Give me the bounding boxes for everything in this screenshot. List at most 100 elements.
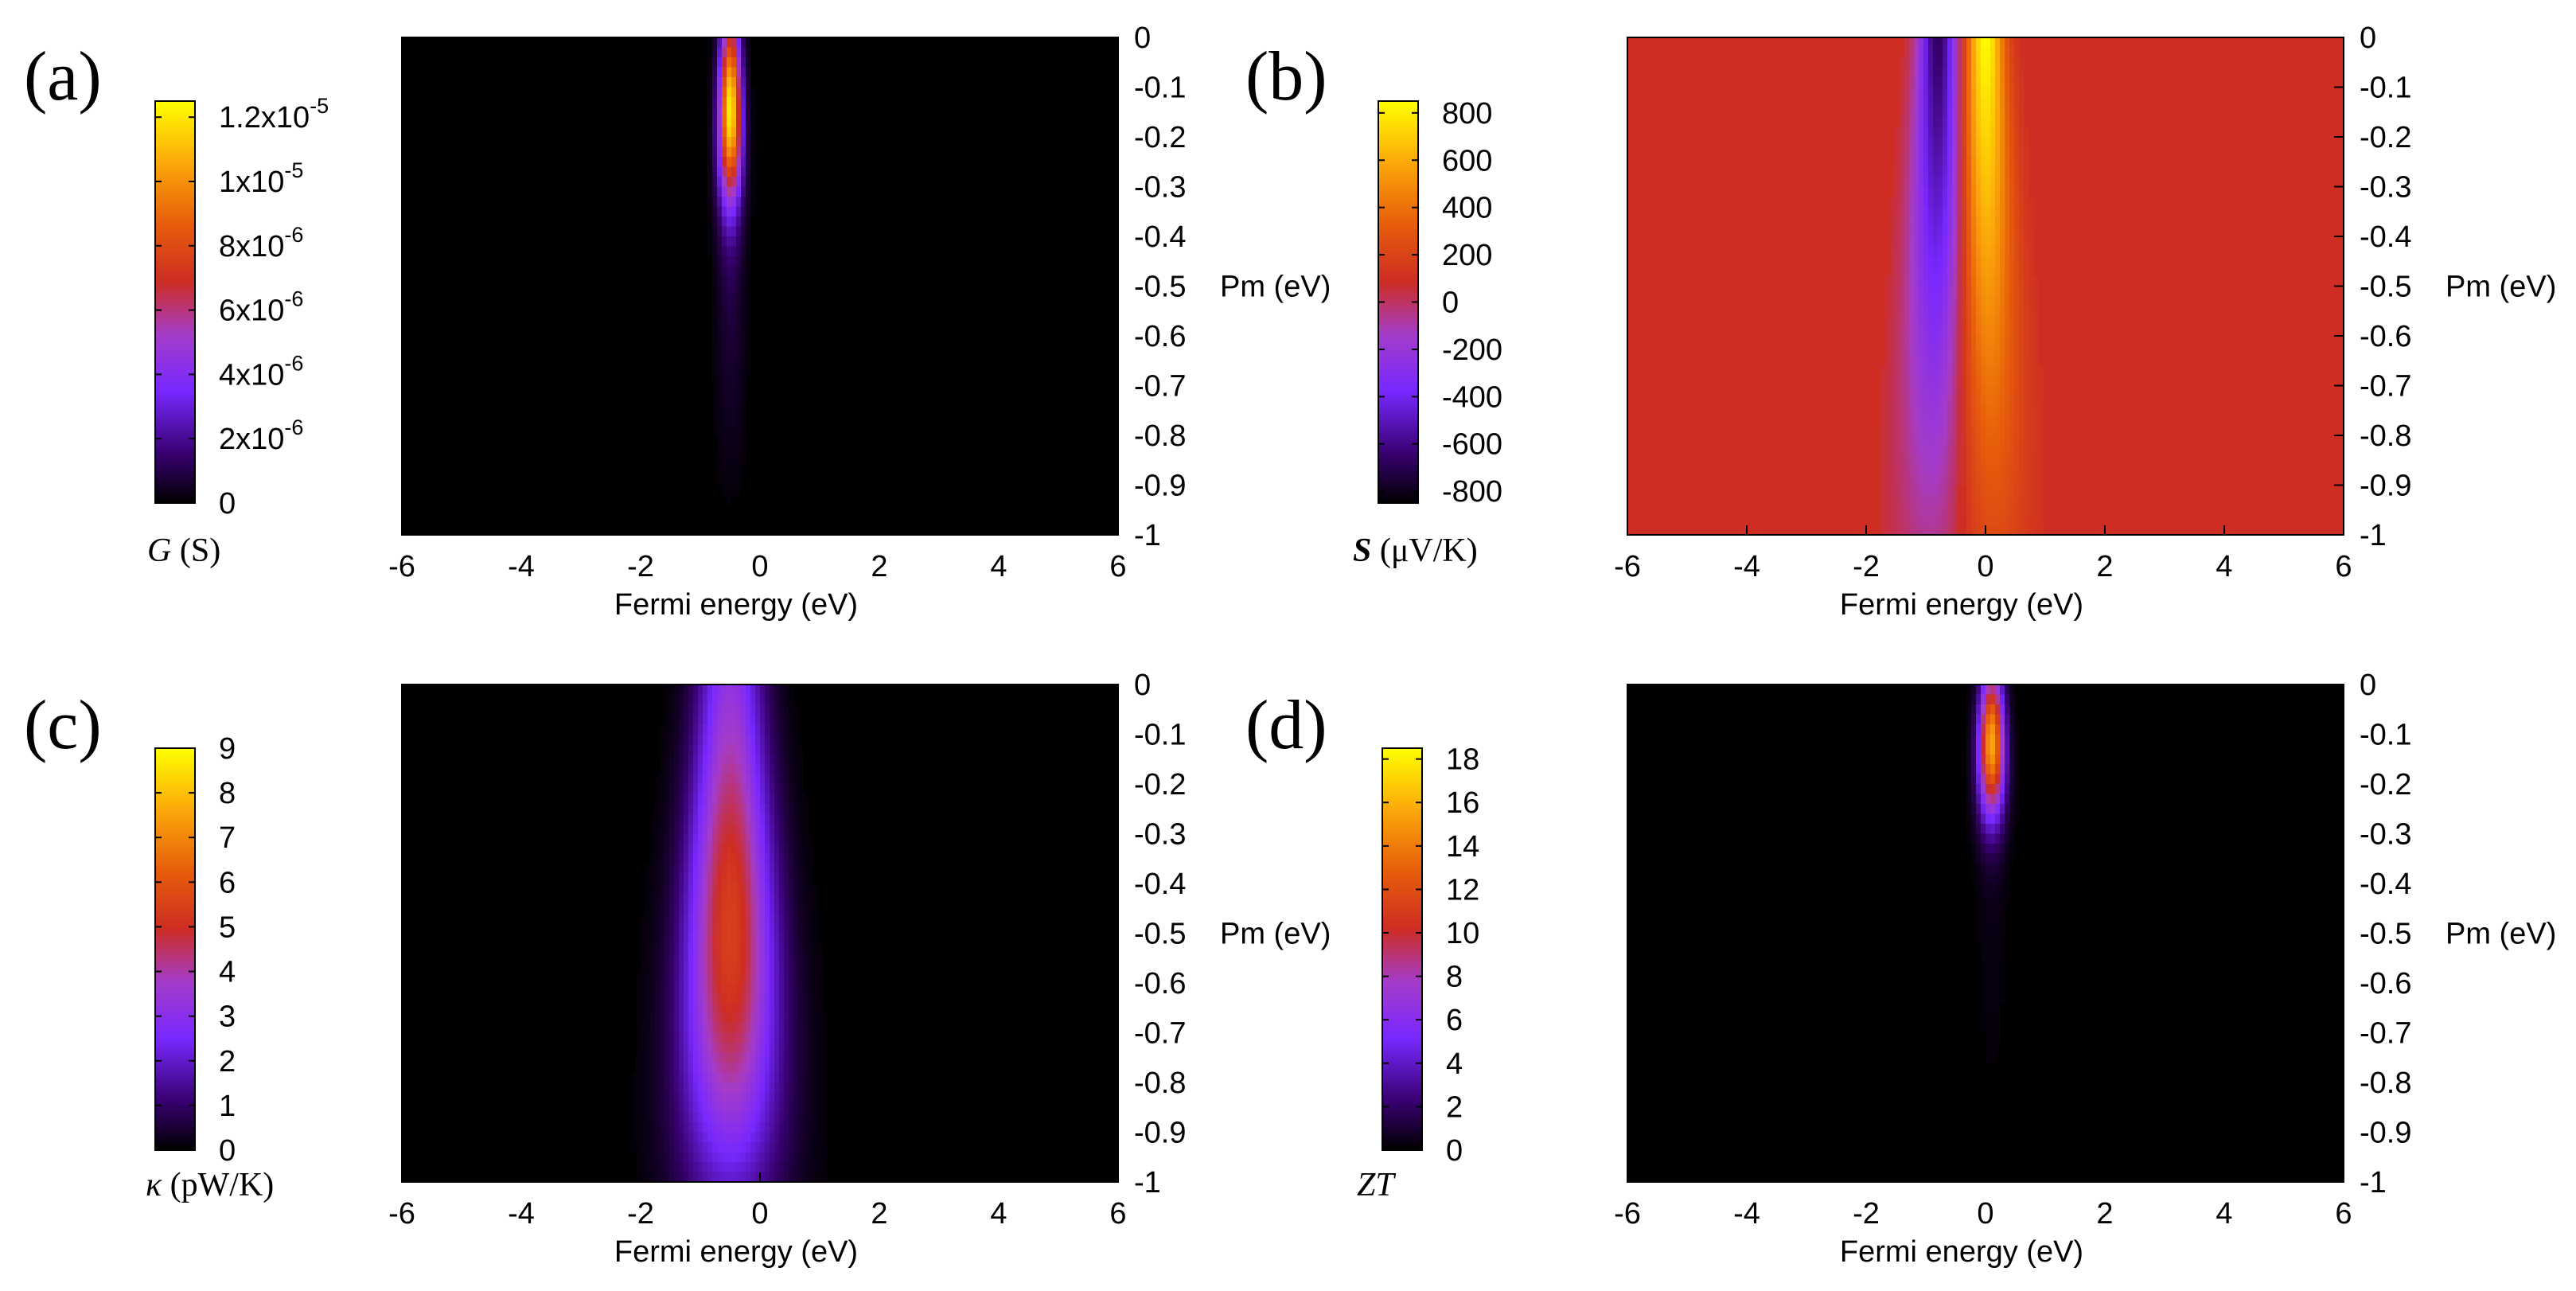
heatmap-cell	[2005, 336, 2010, 347]
heatmap-cell	[2033, 445, 2039, 456]
heatmap-cell	[2038, 425, 2044, 436]
heatmap-cell	[2009, 734, 2015, 745]
heatmap-cell	[2009, 455, 2015, 466]
heatmap-cell	[693, 1063, 699, 1074]
heatmap-cell	[660, 983, 665, 994]
heatmap-cell	[727, 67, 732, 78]
heatmap-cell	[727, 873, 732, 884]
heatmap-cell	[1943, 186, 1948, 197]
heatmap-cell	[684, 1172, 689, 1183]
heatmap-cell	[674, 963, 680, 974]
heatmap-cell	[693, 1112, 699, 1123]
heatmap-cell	[698, 764, 703, 775]
heatmap-cell	[2024, 246, 2029, 257]
heatmap-cell	[1904, 365, 1910, 376]
heatmap-cell	[1971, 376, 1977, 387]
heatmap-cell	[731, 764, 737, 775]
heatmap-cell	[2019, 186, 2025, 197]
colorbar-tick-label: 16	[1446, 786, 1479, 820]
heatmap-cell	[755, 1112, 761, 1123]
heatmap-cell	[727, 714, 732, 725]
heatmap-cell	[2028, 365, 2034, 376]
heatmap-cell	[760, 1023, 766, 1034]
heatmap-cell	[1904, 405, 1910, 416]
heatmap-cell	[813, 1112, 818, 1123]
heatmap-cell	[641, 1043, 646, 1054]
heatmap-cell	[674, 1092, 680, 1103]
heatmap-cell	[779, 873, 785, 884]
heatmap-cell	[1995, 425, 2001, 436]
heatmap-cell	[1957, 226, 1962, 237]
heatmap-cell	[774, 913, 780, 924]
heatmap-cell	[741, 356, 746, 367]
heatmap-cell	[684, 953, 689, 964]
heatmap-cell	[679, 813, 684, 825]
heatmap-cell	[1895, 157, 1900, 168]
heatmap-cell	[2033, 515, 2039, 526]
heatmap-cell	[1986, 236, 1991, 248]
heatmap-cell	[1976, 794, 1982, 805]
heatmap-cell	[693, 714, 699, 725]
heatmap-cell	[741, 405, 746, 416]
heatmap-cell	[731, 1043, 737, 1054]
heatmap-cell	[736, 923, 742, 934]
heatmap-cell	[1966, 365, 1972, 376]
heatmap-cell	[727, 943, 732, 954]
heatmap-cell	[1909, 67, 1915, 78]
heatmap-cell	[808, 1142, 813, 1153]
heatmap-cell	[717, 286, 723, 297]
y-tick-label: -0.2	[1134, 768, 1186, 802]
heatmap-cell	[2009, 246, 2015, 257]
heatmap-cell	[650, 973, 656, 984]
heatmap-cell	[2024, 256, 2029, 267]
heatmap-cell	[1971, 455, 1977, 466]
x-tick-label: -6	[1614, 550, 1641, 583]
heatmap-cell	[684, 1072, 689, 1083]
heatmap-cell	[655, 1112, 661, 1123]
heatmap-cell	[736, 465, 742, 476]
heatmap-cell	[650, 883, 656, 895]
heatmap-cell	[1947, 345, 1953, 357]
heatmap-cell	[712, 943, 718, 954]
heatmap-cell	[2005, 525, 2010, 536]
heatmap-cell	[2000, 376, 2005, 387]
heatmap-cell	[641, 1012, 646, 1024]
heatmap-cell	[641, 973, 646, 984]
heatmap-cell	[1885, 475, 1891, 486]
heatmap-cell	[664, 1023, 670, 1034]
heatmap-cell	[727, 794, 732, 805]
heatmap-cell	[1938, 256, 1943, 267]
heatmap-cell	[741, 794, 746, 805]
heatmap-cell	[674, 1003, 680, 1014]
heatmap-cell	[722, 445, 727, 456]
heatmap-cell	[746, 893, 751, 904]
heatmap-cell	[779, 1102, 785, 1114]
heatmap-cell	[712, 186, 718, 197]
heatmap-cell	[793, 813, 799, 825]
heatmap-cell	[779, 833, 785, 844]
heatmap-cell	[1919, 365, 1924, 376]
heatmap-cell	[741, 1012, 746, 1024]
heatmap-cell	[2028, 415, 2034, 427]
heatmap-cell	[1971, 515, 1977, 526]
y-tick-label: -0.4	[1134, 220, 1186, 254]
heatmap-cell	[1976, 186, 1982, 197]
heatmap-cell	[789, 764, 794, 775]
x-tick-label: 0	[1977, 550, 1993, 583]
heatmap-cell	[813, 1172, 818, 1183]
heatmap-cell	[2019, 425, 2025, 436]
heatmap-cell	[789, 853, 794, 864]
heatmap-cell	[722, 37, 727, 49]
heatmap-cell	[2014, 794, 2020, 805]
heatmap-cell	[741, 754, 746, 765]
heatmap-cell	[779, 685, 785, 696]
heatmap-cell	[1990, 127, 1996, 138]
heatmap-cell	[774, 1132, 780, 1143]
heatmap-cell	[813, 883, 818, 895]
heatmap-cell	[712, 973, 718, 984]
heatmap-cell	[736, 57, 742, 68]
heatmap-cell	[1938, 77, 1943, 88]
heatmap-cell	[2009, 197, 2015, 208]
heatmap-cell	[712, 236, 718, 248]
heatmap-cell	[2000, 465, 2005, 476]
